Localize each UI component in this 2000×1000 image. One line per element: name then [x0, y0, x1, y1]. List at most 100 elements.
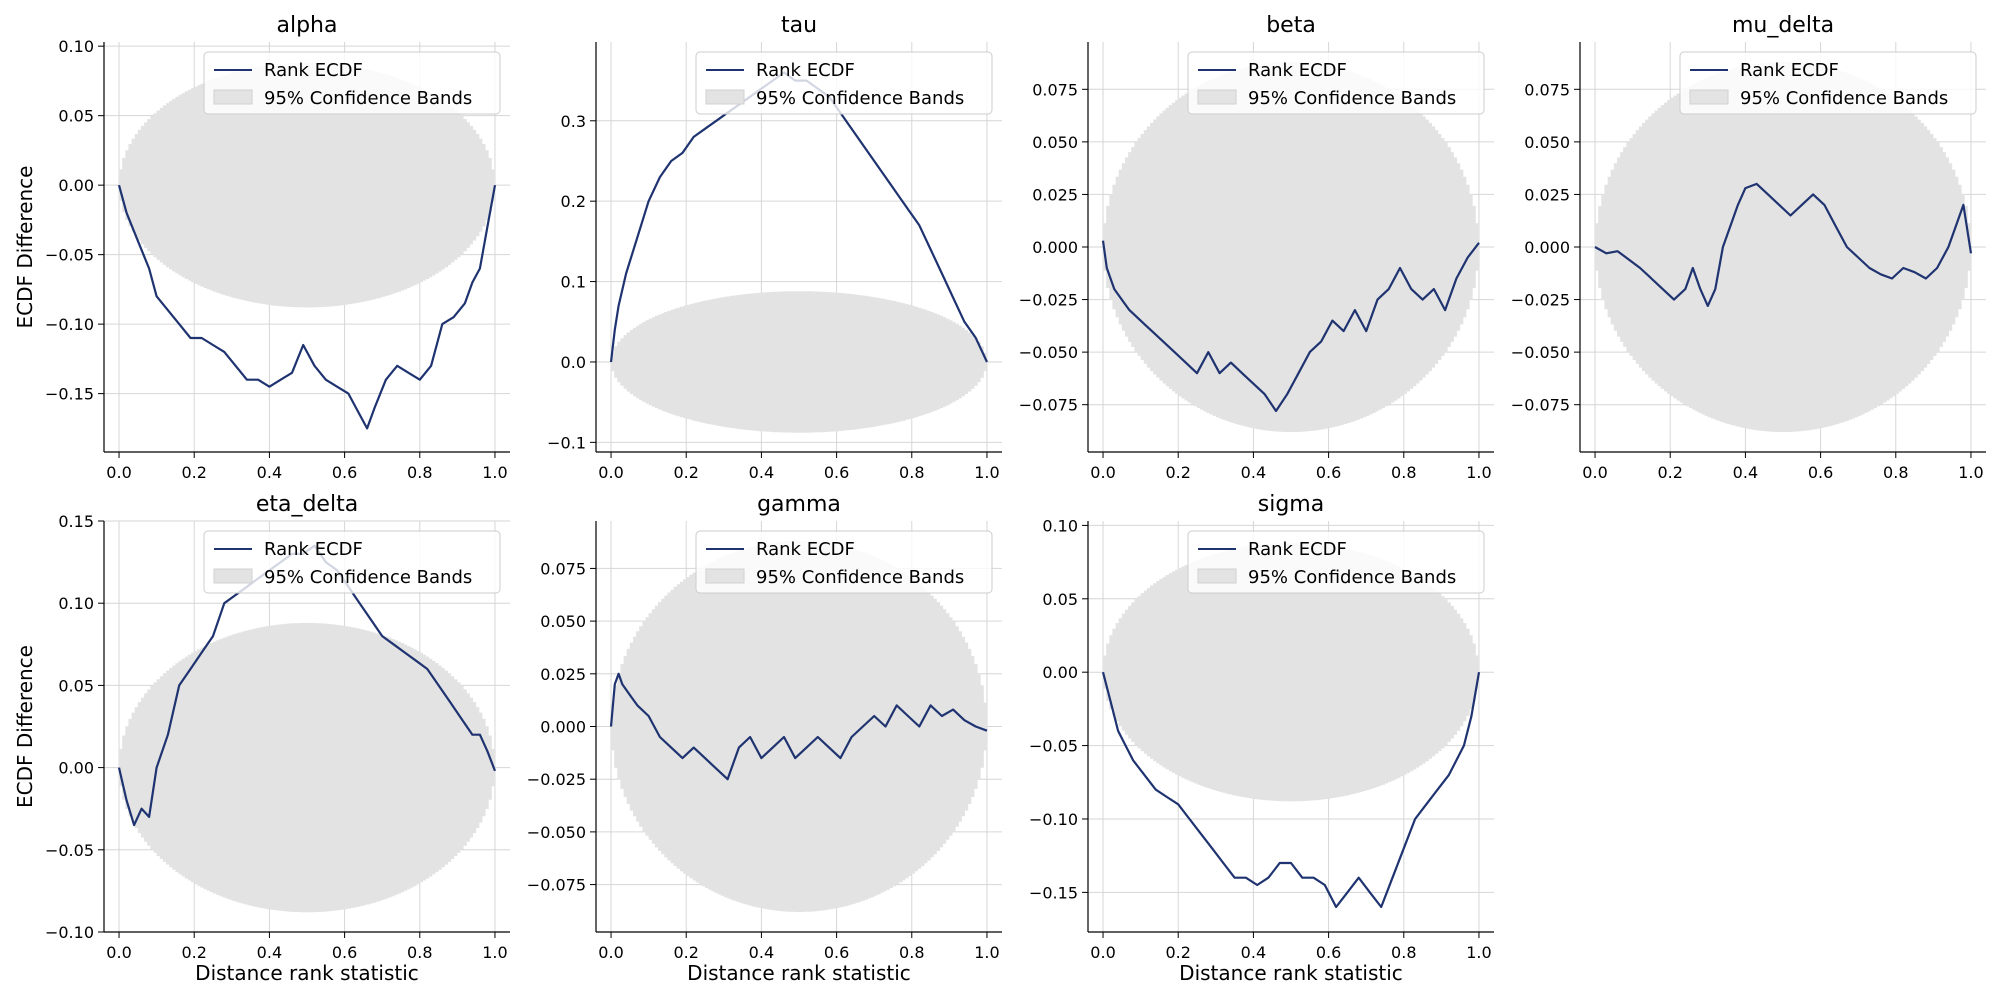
chart-1-legend-band-swatch: [705, 89, 745, 105]
chart-4-xtick-label-3: 0.6: [332, 943, 357, 962]
chart-5-confidence-band: [611, 541, 987, 912]
chart-4-xtick-label-4: 0.8: [407, 943, 432, 962]
chart-1-xtick-label-4: 0.8: [899, 463, 924, 482]
chart-0-xtick-label-5: 1.0: [482, 463, 507, 482]
chart-6-ytick-label-4: −0.10: [1029, 810, 1078, 829]
chart-5-xtick-label-2: 0.4: [749, 943, 774, 962]
chart-0-xtick-label-1: 0.2: [181, 463, 206, 482]
chart-6-ytick-label-2: 0.00: [1042, 663, 1078, 682]
chart-2-ytick-label-2: 0.025: [1032, 185, 1078, 204]
chart-3-ytick-label-6: −0.075: [1511, 396, 1570, 415]
chart-0-ytick-label-0: 0.10: [58, 37, 94, 56]
chart-5-xtick-label-5: 1.0: [974, 943, 999, 962]
chart-2-xtick-label-3: 0.6: [1316, 463, 1341, 482]
chart-5-xlabel: Distance rank statistic: [687, 961, 911, 985]
chart-6-legend-label-1: 95% Confidence Bands: [1248, 567, 1456, 588]
chart-4-ylabel: ECDF Difference: [13, 645, 37, 808]
chart-4-ytick-label-2: 0.05: [58, 676, 94, 695]
chart-5-ytick-label-6: −0.075: [527, 876, 586, 895]
chart-6-legend-label-0: Rank ECDF: [1248, 539, 1347, 560]
chart-2-ytick-label-0: 0.075: [1032, 80, 1078, 99]
chart-5-legend: Rank ECDF 95% Confidence Bands: [695, 530, 993, 594]
chart-5-xtick-label-0: 0.0: [598, 943, 623, 962]
chart-3-xtick-label-1: 0.2: [1657, 463, 1682, 482]
chart-6-series-line-0: [1101, 671, 1481, 909]
chart-0-xtick-label-2: 0.4: [257, 463, 282, 482]
chart-3-legend-label-0: Rank ECDF: [1740, 60, 1839, 81]
chart-3-legend-label-1: 95% Confidence Bands: [1740, 88, 1948, 109]
chart-4-legend-label-0: Rank ECDF: [264, 539, 363, 560]
chart-4-xtick-label-0: 0.0: [106, 943, 131, 962]
chart-6-panel: 0.0 0.2 0.4 0.6 0.8 1.0 0.10 0.05 0.00 −0.05 −0.10…: [1029, 492, 1494, 985]
chart-2-panel: 0.0 0.2 0.4 0.6 0.8 1.0 0.075 0.050 0.025 0.000 −0…: [1019, 13, 1494, 482]
chart-1-ytick-label-3: 0.0: [561, 353, 586, 372]
chart-3-title: mu_delta: [1732, 13, 1834, 38]
chart-5-xtick-label-4: 0.8: [899, 943, 924, 962]
chart-2-legend-box: [1187, 51, 1485, 115]
chart-2-xtick-label-1: 0.2: [1165, 463, 1190, 482]
chart-2-ytick-label-4: −0.025: [1019, 291, 1078, 310]
chart-5-ytick-label-3: 0.000: [540, 718, 586, 737]
chart-1-ytick-label-4: −0.1: [547, 433, 586, 452]
chart-1-legend-box: [695, 51, 993, 115]
chart-6-xtick-label-5: 1.0: [1466, 943, 1491, 962]
chart-1-xtick-label-2: 0.4: [749, 463, 774, 482]
chart-1-legend: Rank ECDF 95% Confidence Bands: [695, 51, 993, 115]
chart-2-xtick-label-5: 1.0: [1466, 463, 1491, 482]
chart-6-ytick-label-3: −0.05: [1029, 737, 1078, 756]
chart-5-title: gamma: [757, 492, 841, 517]
chart-1-panel: 0.0 0.2 0.4 0.6 0.8 1.0 0.3 0.2 0.1 0.0 −0.1 tau Ran…: [547, 13, 1002, 482]
chart-5-ytick-label-5: −0.050: [527, 823, 586, 842]
chart-0-xtick-label-3: 0.6: [332, 463, 357, 482]
chart-3-ytick-label-0: 0.075: [1524, 80, 1570, 99]
chart-5-legend-label-0: Rank ECDF: [756, 539, 855, 560]
chart-4-legend-box: [203, 530, 501, 594]
chart-6-xtick-label-4: 0.8: [1391, 943, 1416, 962]
chart-4-title: eta_delta: [256, 492, 358, 517]
chart-0-ylabel: ECDF Difference: [13, 166, 37, 329]
chart-3-ytick-label-2: 0.025: [1524, 185, 1570, 204]
chart-5-legend-band-swatch: [705, 568, 745, 584]
chart-0-ytick-label-2: 0.00: [58, 176, 94, 195]
chart-2-ytick-label-6: −0.075: [1019, 396, 1078, 415]
chart-0-legend: Rank ECDF 95% Confidence Bands: [203, 51, 501, 115]
chart-3-legend: Rank ECDF 95% Confidence Bands: [1679, 51, 1977, 115]
chart-5-panel: 0.0 0.2 0.4 0.6 0.8 1.0 0.075 0.050 0.025 0.000 −0…: [527, 492, 1002, 985]
chart-2-legend-band-swatch: [1197, 89, 1237, 105]
chart-2-legend-label-1: 95% Confidence Bands: [1248, 88, 1456, 109]
chart-0-confidence-band: [119, 62, 495, 308]
chart-4-ytick-label-0: 0.15: [58, 512, 94, 531]
chart-3-ytick-label-4: −0.025: [1511, 291, 1570, 310]
chart-3-ytick-label-1: 0.050: [1524, 133, 1570, 152]
chart-0-ytick-label-1: 0.05: [58, 107, 94, 126]
chart-5-ytick-label-0: 0.075: [540, 559, 586, 578]
chart-3-panel: 0.0 0.2 0.4 0.6 0.8 1.0 0.075 0.050 0.025 0.000 −0…: [1511, 13, 1986, 482]
chart-6-ytick-label-1: 0.05: [1042, 590, 1078, 609]
chart-6-title: sigma: [1258, 492, 1324, 517]
chart-4-ytick-label-5: −0.10: [45, 923, 94, 942]
chart-5-ytick-label-2: 0.025: [540, 665, 586, 684]
chart-1-xtick-label-0: 0.0: [598, 463, 623, 482]
chart-5-ytick-label-4: −0.025: [527, 770, 586, 789]
chart-4-xtick-label-1: 0.2: [181, 943, 206, 962]
chart-2-xtick-label-4: 0.8: [1391, 463, 1416, 482]
chart-5-legend-label-1: 95% Confidence Bands: [756, 567, 964, 588]
chart-4-ytick-label-1: 0.10: [58, 594, 94, 613]
chart-0-ytick-label-5: −0.15: [45, 385, 94, 404]
chart-2-series-line-0: [1101, 240, 1480, 413]
chart-5-xtick-label-3: 0.6: [824, 943, 849, 962]
chart-0-xtick-label-0: 0.0: [106, 463, 131, 482]
chart-1-ytick-label-2: 0.1: [561, 273, 586, 292]
chart-1-xtick-label-1: 0.2: [673, 463, 698, 482]
chart-6-legend: Rank ECDF 95% Confidence Bands: [1187, 530, 1485, 594]
chart-1-ytick-label-0: 0.3: [561, 112, 586, 131]
chart-6-xtick-label-1: 0.2: [1165, 943, 1190, 962]
chart-5-legend-box: [695, 530, 993, 594]
chart-0-panel: 0.0 0.2 0.4 0.6 0.8 1.0 0.10 0.05 0.00 −0.05 −0.10…: [13, 13, 510, 482]
chart-1-confidence-band: [611, 291, 987, 433]
chart-3-xtick-label-4: 0.8: [1883, 463, 1908, 482]
chart-4-xtick-label-5: 1.0: [482, 943, 507, 962]
chart-3-ytick-label-5: −0.050: [1511, 343, 1570, 362]
chart-0-legend-band-swatch: [213, 89, 253, 105]
